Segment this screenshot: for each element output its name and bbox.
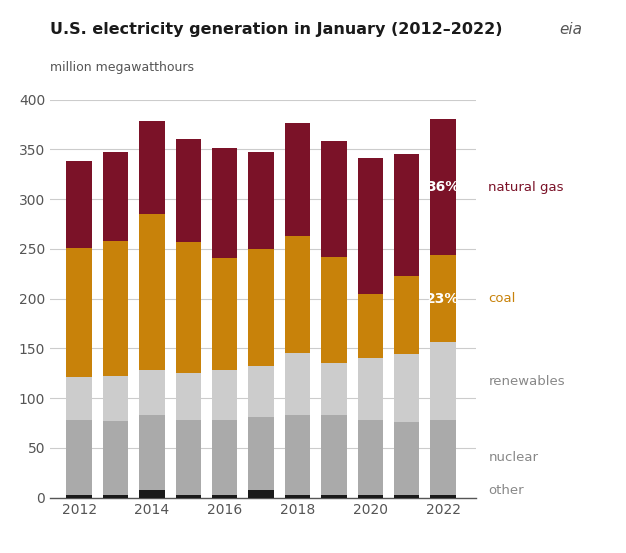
- Text: U.S. electricity generation in January (2012–2022): U.S. electricity generation in January (…: [50, 22, 503, 37]
- Text: other: other: [488, 484, 524, 497]
- Bar: [212, 371, 237, 420]
- Bar: [176, 373, 201, 420]
- Text: nuclear: nuclear: [488, 451, 538, 464]
- Bar: [285, 495, 310, 498]
- Bar: [321, 257, 347, 363]
- Bar: [394, 422, 419, 495]
- Bar: [103, 241, 128, 376]
- Bar: [176, 242, 201, 373]
- Bar: [285, 123, 310, 236]
- Bar: [212, 495, 237, 498]
- Bar: [321, 495, 347, 498]
- Bar: [139, 214, 165, 371]
- Bar: [176, 420, 201, 495]
- Bar: [103, 495, 128, 498]
- Text: million megawatthours: million megawatthours: [50, 61, 194, 74]
- Bar: [321, 142, 347, 257]
- Bar: [103, 376, 128, 421]
- Bar: [357, 294, 383, 358]
- Text: renewables: renewables: [488, 375, 565, 388]
- Bar: [321, 363, 347, 415]
- Text: natural gas: natural gas: [488, 181, 564, 194]
- Bar: [357, 495, 383, 498]
- Bar: [430, 420, 456, 495]
- Bar: [249, 366, 274, 417]
- Bar: [139, 371, 165, 415]
- Bar: [212, 148, 237, 258]
- Bar: [103, 152, 128, 241]
- Bar: [103, 421, 128, 495]
- Text: 36%: 36%: [426, 180, 459, 194]
- Bar: [139, 415, 165, 490]
- Bar: [212, 420, 237, 495]
- Bar: [357, 420, 383, 495]
- Bar: [394, 495, 419, 498]
- Bar: [394, 154, 419, 276]
- Bar: [285, 415, 310, 495]
- Bar: [357, 158, 383, 294]
- Bar: [394, 276, 419, 354]
- Bar: [430, 495, 456, 498]
- Bar: [249, 152, 274, 249]
- Text: eia: eia: [559, 22, 582, 37]
- Bar: [66, 161, 92, 248]
- Bar: [430, 255, 456, 342]
- Bar: [249, 417, 274, 490]
- Bar: [66, 495, 92, 498]
- Bar: [430, 342, 456, 420]
- Bar: [139, 490, 165, 498]
- Bar: [321, 415, 347, 495]
- Bar: [430, 119, 456, 255]
- Bar: [249, 490, 274, 498]
- Text: coal: coal: [488, 292, 516, 305]
- Bar: [66, 377, 92, 420]
- Bar: [66, 420, 92, 495]
- Bar: [212, 258, 237, 371]
- Bar: [139, 122, 165, 214]
- Bar: [285, 236, 310, 353]
- Bar: [394, 354, 419, 422]
- Bar: [285, 353, 310, 415]
- Bar: [66, 248, 92, 377]
- Bar: [176, 495, 201, 498]
- Bar: [249, 249, 274, 366]
- Bar: [357, 358, 383, 420]
- Bar: [176, 139, 201, 242]
- Text: 23%: 23%: [426, 291, 459, 306]
